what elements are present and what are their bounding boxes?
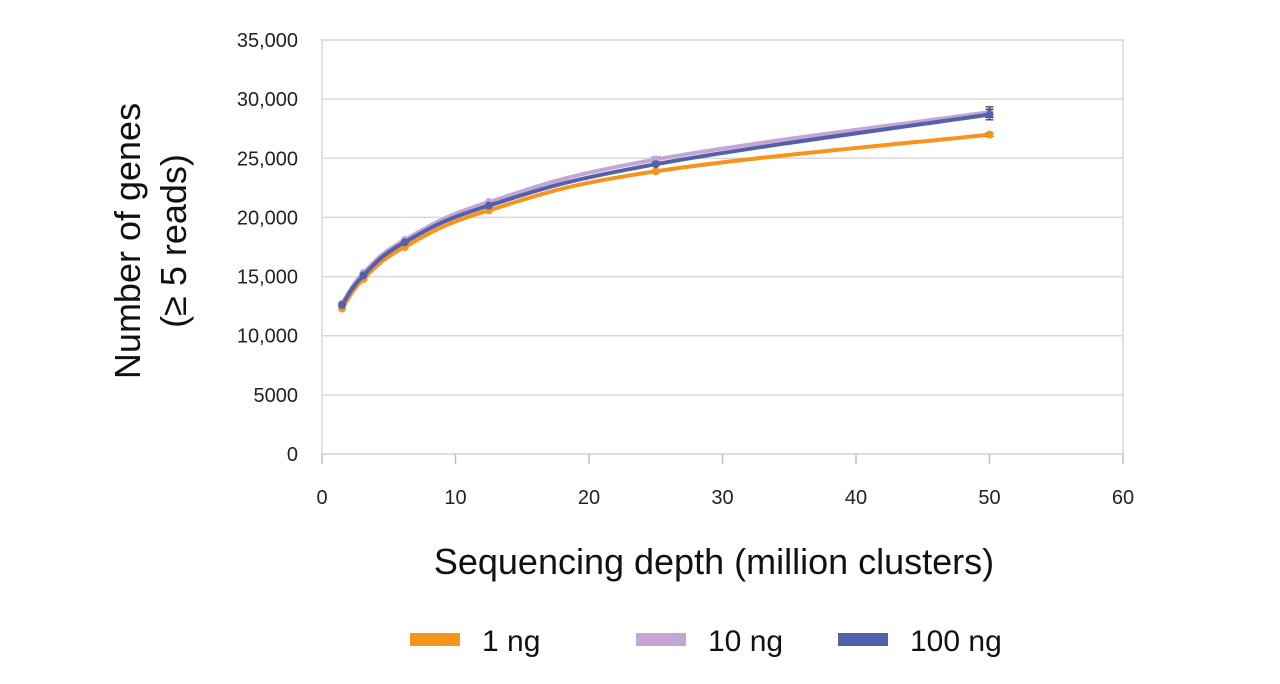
legend: 1 ng 10 ng 100 ng (410, 625, 1002, 658)
legend-label: 100 ng (910, 625, 1002, 658)
data-point (338, 300, 347, 309)
y-tick-label: 35,000 (237, 30, 298, 52)
x-tick-label: 60 (1112, 487, 1134, 509)
y-axis-title-line-2: (≥ 5 reads) (153, 154, 194, 328)
data-point (985, 110, 994, 119)
x-tick-label: 50 (978, 487, 1000, 509)
grid-lines (322, 39, 1123, 455)
legend-item: 10 ng (636, 625, 783, 658)
legend-label: 10 ng (708, 625, 783, 658)
legend-swatch (636, 633, 686, 646)
y-axis-ticks: 0 5000 10,000 15,000 20,000 25,000 30,000 35,00… (237, 30, 298, 466)
x-axis-title: Sequencing depth (million clusters) (434, 541, 994, 582)
y-tick-label: 20,000 (237, 207, 298, 229)
x-axis-ticks: 0 10 20 30 40 50 60 (316, 454, 1134, 509)
y-tick-label: 5000 (254, 385, 299, 407)
y-tick-label: 25,000 (237, 148, 298, 170)
legend-item: 1 ng (410, 625, 540, 658)
legend-swatch (838, 633, 888, 646)
data-point (400, 238, 409, 247)
legend-item: 100 ng (838, 625, 1002, 658)
x-tick-label: 40 (845, 487, 867, 509)
legend-swatch (410, 633, 460, 646)
y-axis-title-line-1: Number of genes (107, 103, 148, 379)
y-tick-label: 0 (287, 444, 298, 466)
data-point (985, 130, 994, 139)
data-point (359, 271, 368, 280)
x-tick-label: 20 (578, 487, 600, 509)
y-tick-label: 10,000 (237, 326, 298, 348)
legend-label: 1 ng (482, 625, 540, 658)
series-group (338, 106, 994, 313)
x-tick-label: 10 (444, 487, 466, 509)
series-100ng (338, 108, 994, 309)
plot-area-border (321, 39, 1124, 455)
x-tick-label: 30 (711, 487, 733, 509)
data-point (484, 201, 493, 210)
data-point (651, 167, 660, 176)
data-point (651, 160, 660, 169)
y-tick-label: 30,000 (237, 89, 298, 111)
y-tick-label: 15,000 (237, 267, 298, 289)
x-tick-label: 0 (316, 487, 327, 509)
series-line (340, 110, 992, 306)
